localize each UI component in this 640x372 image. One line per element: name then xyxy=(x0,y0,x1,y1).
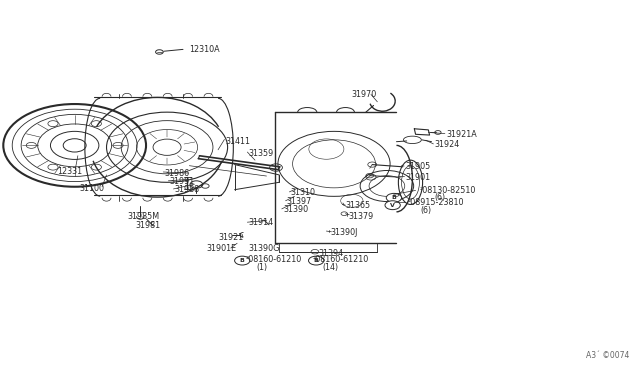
Text: ²08160-61210: ²08160-61210 xyxy=(246,255,302,264)
Text: 31970: 31970 xyxy=(352,90,377,99)
Text: ²08915-23810: ²08915-23810 xyxy=(408,199,465,208)
Text: B: B xyxy=(392,195,396,200)
Text: 31901: 31901 xyxy=(405,173,431,182)
Text: 31921: 31921 xyxy=(218,233,243,242)
Text: 31991: 31991 xyxy=(170,177,195,186)
Text: (14): (14) xyxy=(323,263,339,272)
Text: 31390J: 31390J xyxy=(330,228,358,237)
Text: 31365: 31365 xyxy=(346,201,371,211)
Text: 31901E: 31901E xyxy=(207,244,237,253)
Circle shape xyxy=(387,193,401,202)
Text: 31390G: 31390G xyxy=(248,244,280,253)
Text: 31985M: 31985M xyxy=(127,212,160,221)
Circle shape xyxy=(308,256,324,265)
Text: ²08160-61210: ²08160-61210 xyxy=(312,255,369,264)
Text: 31379: 31379 xyxy=(348,212,373,221)
Text: 31914: 31914 xyxy=(248,218,274,227)
Text: 31411: 31411 xyxy=(226,137,251,146)
Text: 31359: 31359 xyxy=(248,149,274,158)
Text: 31390: 31390 xyxy=(283,205,308,214)
Text: B: B xyxy=(240,258,244,263)
Circle shape xyxy=(235,256,250,265)
Text: (1): (1) xyxy=(256,263,268,272)
Text: 31981: 31981 xyxy=(135,221,161,230)
Text: 31986: 31986 xyxy=(164,169,189,178)
Text: (6): (6) xyxy=(420,206,432,215)
Text: B: B xyxy=(314,258,319,263)
Text: 12310A: 12310A xyxy=(189,45,220,54)
Text: 31397: 31397 xyxy=(287,197,312,206)
Circle shape xyxy=(385,201,400,210)
Text: 31924: 31924 xyxy=(435,140,460,149)
Text: (6): (6) xyxy=(435,193,446,202)
Text: 31394: 31394 xyxy=(319,250,344,259)
Text: ²08130-82510: ²08130-82510 xyxy=(419,186,476,195)
Text: 31921A: 31921A xyxy=(446,130,477,139)
Text: A3´ ©0074: A3´ ©0074 xyxy=(586,350,629,359)
Text: 31988: 31988 xyxy=(175,185,200,194)
Text: V: V xyxy=(390,203,395,208)
Text: 31905: 31905 xyxy=(405,161,431,170)
Text: 31100: 31100 xyxy=(79,185,104,193)
Text: 12331: 12331 xyxy=(58,167,83,176)
Text: 31310: 31310 xyxy=(291,188,316,197)
